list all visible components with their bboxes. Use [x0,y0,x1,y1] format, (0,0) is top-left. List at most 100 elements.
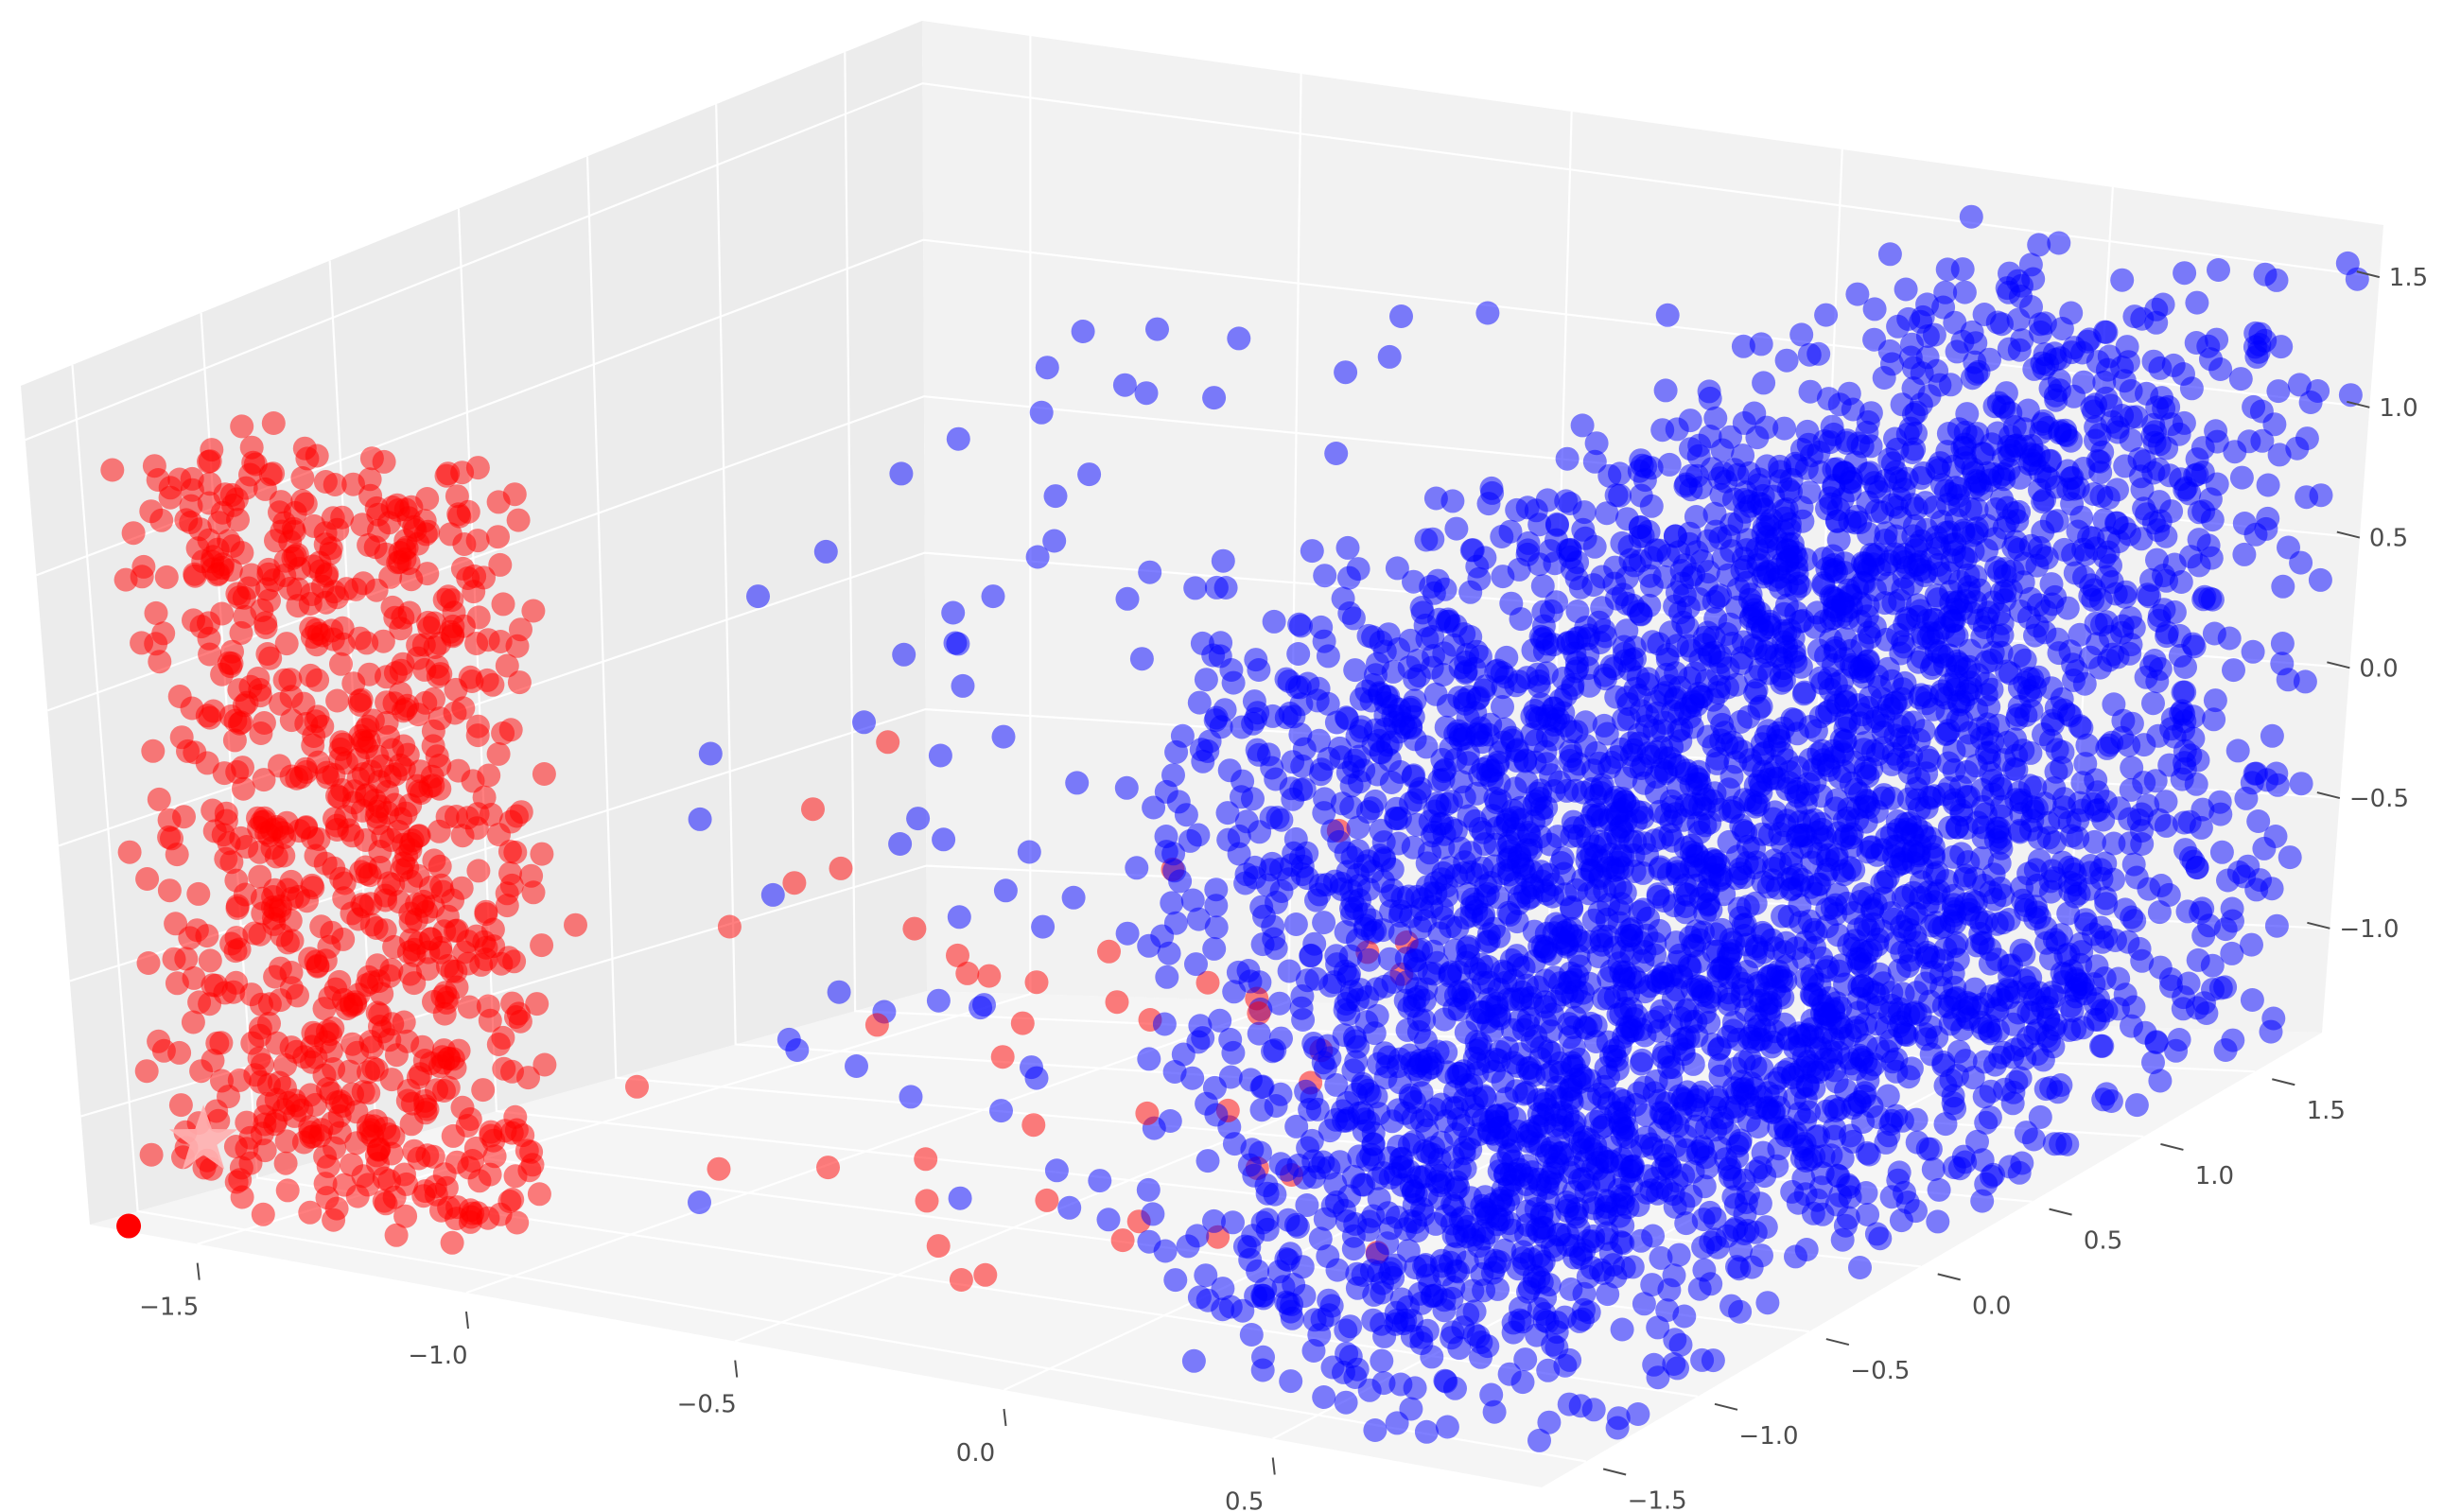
blue-point [1826,1164,1851,1189]
blue-point [1313,564,1337,588]
blue-point [1603,801,1628,826]
blue-point [1708,1064,1733,1088]
red-point [471,1078,496,1103]
blue-point [2011,888,2035,912]
blue-point [1808,1035,1833,1060]
blue-point [2008,820,2033,844]
blue-point [1819,606,1843,631]
blue-point [2043,347,2068,372]
blue-point [1681,1159,1705,1184]
blue-point [1818,486,1842,511]
red-point [503,1164,528,1189]
blue-point [2194,1001,2219,1025]
blue-point [1876,693,1901,718]
blue-point [1584,431,1609,456]
blue-point [1862,297,1887,322]
red-point [492,1056,516,1081]
blue-point [2121,852,2146,877]
blue-point [1673,999,1698,1023]
blue-point [2007,643,2032,668]
blue-point [2162,724,2187,749]
blue-point [1532,1216,1557,1241]
blue-point [1433,577,1457,601]
blue-point [2130,478,2155,501]
blue-point [2065,659,2089,684]
blue-point [1184,952,1208,977]
blue-point [2216,868,2240,893]
blue-point [1750,1243,1773,1268]
blue-point [1823,1124,1847,1149]
red-point [435,805,460,829]
red-point [292,436,317,461]
blue-point [1305,1097,1330,1121]
blue-point [2191,923,2216,947]
blue-point [1632,831,1656,856]
red-point [338,1059,362,1084]
blue-point [2016,1025,2041,1050]
blue-point [1538,832,1562,857]
blue-point [2033,488,2057,512]
blue-point [1598,1135,1623,1159]
red-point [516,1066,540,1090]
blue-point [2127,447,2152,471]
blue-point [1717,987,1741,1012]
red-point [532,762,556,786]
blue-point [1233,871,1258,895]
blue-point [1734,480,1758,505]
blue-point [1904,496,1929,521]
blue-point [1614,618,1639,643]
blue-point [1629,1017,1653,1041]
red-point [367,969,392,994]
blue-point [1341,1237,1366,1261]
red-point [253,611,278,635]
blue-point [1752,371,1776,395]
blue-point [1974,1110,1998,1135]
blue-point [1462,656,1487,681]
blue-point [2244,878,2269,902]
red-point [465,802,490,826]
blue-point [1626,1402,1650,1426]
blue-point [2066,826,2090,850]
blue-point [1591,986,1615,1011]
blue-point [1339,795,1364,820]
blue-point [1921,845,1946,870]
red-point [507,670,532,695]
blue-point [1825,509,1849,533]
blue-point [1814,303,1839,327]
blue-point [1749,332,1773,356]
red-point [1135,1101,1160,1125]
blue-point [1987,560,2012,584]
blue-point [2051,787,2076,811]
blue-point [1160,891,1184,915]
blue-point [1981,730,2005,755]
blue-point [1530,574,1555,599]
blue-point [1404,788,1428,812]
blue-point [1991,394,2016,419]
blue-point [1209,631,1233,655]
blue-point [1479,1382,1504,1407]
red-point [382,691,407,716]
blue-point [1936,561,1961,585]
blue-point [1698,386,1722,410]
blue-point [1980,1164,2003,1189]
blue-point [2196,533,2221,558]
blue-point [1950,257,1975,282]
blue-point [1568,575,1593,600]
blue-point [2130,948,2155,973]
blue-point [2190,436,2215,461]
blue-point [1992,467,2016,492]
blue-point [2207,258,2230,282]
blue-point [2033,620,2057,645]
blue-point [1574,1179,1598,1204]
blue-point [1024,1066,1049,1090]
blue-point [2187,553,2211,578]
blue-point [1418,1047,1442,1070]
blue-point [1884,1059,1909,1084]
blue-point [1393,1217,1418,1242]
blue-point [1937,643,1962,668]
blue-point [1134,381,1159,406]
red-point [456,499,480,524]
blue-point [2221,909,2244,933]
